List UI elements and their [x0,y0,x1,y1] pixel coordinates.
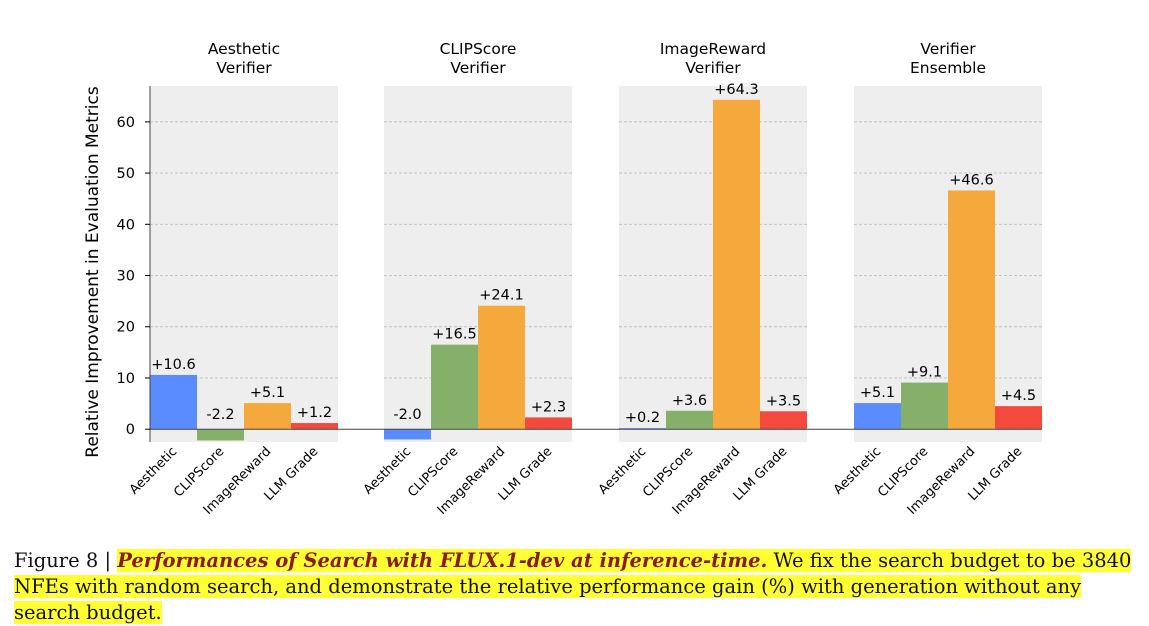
figure-label: Figure 8 | [14,549,112,572]
bar-clipscore [431,344,478,430]
bar-value-label: +3.5 [766,393,801,409]
bar-imagereward [713,99,760,430]
panel-2: ImageRewardVerifier+0.2Aesthetic+3.6CLIP… [596,40,807,518]
bar-llm-grade [995,406,1042,430]
bar-value-label: +64.3 [714,82,758,98]
panel-1: CLIPScoreVerifier-2.0Aesthetic+16.5CLIPS… [361,40,572,518]
bar-value-label: +1.2 [297,405,332,421]
figure-caption: Figure 8 | Performances of Search with F… [14,548,1134,626]
y-tick-label: 20 [117,320,135,336]
panel-title-line2: Verifier [216,59,272,77]
y-tick-label: 0 [126,422,135,438]
bar-aesthetic [150,374,197,430]
panel-3: VerifierEnsemble+5.1Aesthetic+9.1CLIPSco… [831,40,1042,518]
bar-chart: Relative Improvement in Evaluation Metri… [83,40,1042,518]
bar-imagereward [478,305,525,430]
bar-value-label: +46.6 [949,172,993,188]
y-tick-label: 40 [117,217,135,233]
bar-clipscore [901,382,948,430]
bar-value-label: +9.1 [907,365,942,381]
bar-llm-grade [760,411,807,430]
bar-llm-grade [525,417,572,430]
panel-title-line1: ImageReward [660,40,766,58]
bar-value-label: +5.1 [250,385,285,401]
bar-clipscore [197,429,244,441]
bar-value-label: -2.2 [206,407,234,423]
panel-0: AestheticVerifier+10.6Aesthetic-2.2CLIPS… [127,40,338,518]
bar-aesthetic [384,429,431,440]
bar-aesthetic [619,428,666,430]
y-tick-label: 50 [117,166,135,182]
panel-title-line2: Ensemble [910,59,986,77]
panel-title-line1: CLIPScore [440,40,517,58]
panel-title-line2: Verifier [685,59,741,77]
bar-value-label: +3.6 [672,393,707,409]
bar-value-label: +10.6 [151,357,195,373]
bar-imagereward [948,190,995,430]
bar-value-label: +2.3 [531,399,566,415]
panel-title-line2: Verifier [450,59,506,77]
bar-aesthetic [854,403,901,430]
caption-text: We fix the search budget to be 3840 NFEs… [14,549,1132,624]
y-tick-label: 60 [117,115,135,131]
bar-value-label: +24.1 [479,288,523,304]
bar-value-label: +16.5 [432,327,476,343]
bar-value-label: +0.2 [625,410,660,426]
bar-value-label: +5.1 [860,385,895,401]
bar-clipscore [666,410,713,430]
y-axis-label: Relative Improvement in Evaluation Metri… [83,86,103,458]
panel-title-line1: Aesthetic [208,40,280,58]
y-tick-label: 30 [117,269,135,285]
panel-title-line1: Verifier [920,40,976,58]
caption-title: Performances of Search with FLUX.1-dev a… [117,549,768,572]
y-tick-label: 10 [117,371,135,387]
bar-value-label: +4.5 [1001,388,1036,404]
bar-llm-grade [291,423,338,430]
bar-imagereward [244,403,291,430]
bar-value-label: -2.0 [393,407,421,423]
